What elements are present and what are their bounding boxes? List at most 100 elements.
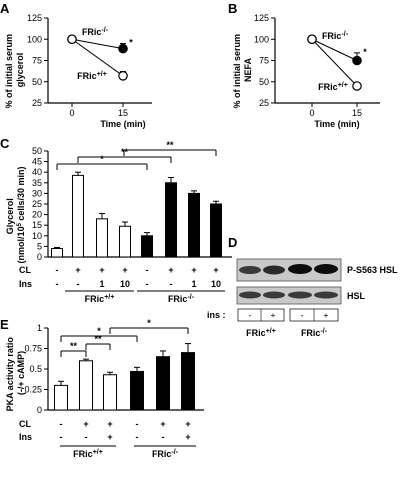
- blot-band: [239, 266, 261, 274]
- blot-band: [288, 264, 312, 274]
- panel-e-row-value: -: [136, 432, 139, 442]
- panel-e-bar: [103, 374, 117, 411]
- panel-c-y-tick-label: 5: [37, 241, 42, 251]
- panel-b-series-line: [311, 38, 358, 61]
- panel-c-bar: [119, 225, 131, 258]
- blot-band: [314, 291, 338, 299]
- panel-b-ylabel-line1: % of initial serum: [232, 34, 242, 109]
- panel-a-data-point: [118, 43, 128, 54]
- panel-label-b: B: [228, 1, 237, 16]
- panel-e-bar: [79, 360, 93, 411]
- panel-c-y-tick-label: 25: [32, 199, 42, 209]
- panel-c-row-value: +: [122, 265, 127, 275]
- panel-e-y-tick-label: 1: [37, 323, 42, 333]
- panel-e-significance: **: [94, 334, 102, 344]
- panel-c-bar: [188, 192, 200, 258]
- panel-c-row-value: -: [170, 279, 173, 289]
- panel-a-series-label: FRic-/-: [82, 27, 109, 38]
- panel-e-row-value: +: [83, 419, 88, 429]
- panel-b-xlabel: Time (min): [314, 119, 359, 129]
- panel-c-row-value: +: [213, 265, 218, 275]
- panel-b-x-tick-label: 15: [352, 108, 362, 118]
- panel-e-bar: [181, 352, 195, 411]
- panel-e-significance: **: [70, 341, 78, 351]
- panel-a-y-tick-label: 75: [32, 56, 42, 66]
- panel-e-row-label: Ins: [19, 432, 32, 442]
- panel-a-series-line: [71, 38, 124, 50]
- panel-c-bar: [72, 174, 84, 258]
- panel-c-ylabel: Glycerol (nmol/105 cells/30 min): [5, 167, 26, 264]
- panel-a-ylabel-line1: % of initial serum: [4, 34, 14, 109]
- panel-c-significance: *: [100, 154, 104, 164]
- panel-b-x-tick-label: 0: [309, 108, 314, 118]
- panel-c-group-label: FRic+/+: [85, 294, 115, 305]
- panel-a-y-tick-label: 100: [27, 34, 42, 44]
- blot-band: [314, 264, 338, 274]
- panel-b-y-tick-label: 25: [259, 98, 269, 108]
- panel-a-ylabel-line2: glycerol: [15, 53, 25, 88]
- panel-c-y-tick-label: 30: [32, 188, 42, 198]
- panel-a-series-line: [71, 38, 124, 77]
- panel-e-bar: [54, 384, 68, 411]
- panel-a-y-tick-label: 50: [32, 77, 42, 87]
- panel-c-row-label: Ins: [19, 279, 32, 289]
- blot-band: [263, 291, 285, 299]
- panel-e-row-label: CL: [19, 419, 31, 429]
- blot-lane-ins: +: [324, 310, 329, 320]
- panel-a-y-tick-label: 25: [32, 98, 42, 108]
- panel-e-significance: *: [97, 326, 101, 336]
- panel-e-bar: [130, 370, 144, 411]
- panel-a-y-tick-label: 125: [27, 13, 42, 23]
- panel-e-row-value: -: [60, 432, 63, 442]
- panel-e-y-tick-label: 0.25: [24, 385, 42, 395]
- panel-c-significance: **: [166, 140, 174, 150]
- blot-band: [288, 291, 312, 299]
- panel-e-row-value: +: [185, 432, 190, 442]
- blot-group-wt: FRic+/+: [246, 328, 276, 339]
- panel-c-y-tick-label: 0: [37, 252, 42, 262]
- panel-e-row-value: -: [85, 432, 88, 442]
- panel-c-y-tick-label: 50: [32, 146, 42, 156]
- panel-c-group-label: FRic-/-: [168, 294, 195, 305]
- panel-c-bar: [165, 182, 177, 258]
- panel-b-series-label: FRic+/+: [318, 82, 348, 93]
- panel-c-y-tick-label: 35: [32, 178, 42, 188]
- panel-e-group-label: FRic-/-: [152, 449, 179, 460]
- panel-c-row-value: +: [99, 265, 104, 275]
- panel-e-group-label: FRic+/+: [73, 449, 103, 460]
- panel-e-bar: [156, 356, 170, 411]
- blot-lane-ins: +: [271, 310, 276, 320]
- panel-e-y-tick-label: 0.5: [29, 364, 42, 374]
- panel-c-y-tick-label: 40: [32, 167, 42, 177]
- panel-b-series-label: FRic-/-: [322, 31, 349, 42]
- panel-c-significance: **: [121, 147, 129, 157]
- panel-c-row-label: CL: [19, 265, 31, 275]
- panel-c-bar: [51, 248, 63, 258]
- panel-c-y-tick-label: 10: [32, 231, 42, 241]
- panel-a-significance: *: [129, 38, 133, 48]
- panel-e-row-value: +: [107, 432, 112, 442]
- panel-b-y-tick-label: 100: [254, 34, 269, 44]
- blot-lane-ins: -: [249, 310, 252, 320]
- panel-c-row-value: -: [56, 265, 59, 275]
- panel-b-ylabel-line2: NEFA: [243, 58, 253, 83]
- panel-c-row-value: 1: [99, 279, 104, 289]
- panel-c-y-tick-label: 15: [32, 220, 42, 230]
- panel-e-y-tick-label: 0.75: [24, 344, 42, 354]
- western-blot: P-S563 HSL HSL ins : - + - +: [207, 258, 398, 322]
- panel-c-row-value: +: [75, 265, 80, 275]
- panel-c-row-value: -: [146, 279, 149, 289]
- panel-label-d: D: [228, 235, 237, 250]
- panel-c-row-value: +: [191, 265, 196, 275]
- panel-e-significance: *: [147, 318, 151, 328]
- panel-c-ylabel-line2: (nmol/105 cells/30 min): [16, 167, 26, 264]
- panel-e-row-value: +: [185, 419, 190, 429]
- panel-c-bar: [96, 218, 108, 258]
- panel-e-y-tick-label: 0: [37, 405, 42, 415]
- panel-c-y-tick-label: 45: [32, 157, 42, 167]
- panel-a-ylabel: % of initial serum glycerol: [4, 31, 25, 108]
- panel-a-series-label: FRic+/+: [77, 71, 107, 82]
- blot-band: [263, 265, 285, 275]
